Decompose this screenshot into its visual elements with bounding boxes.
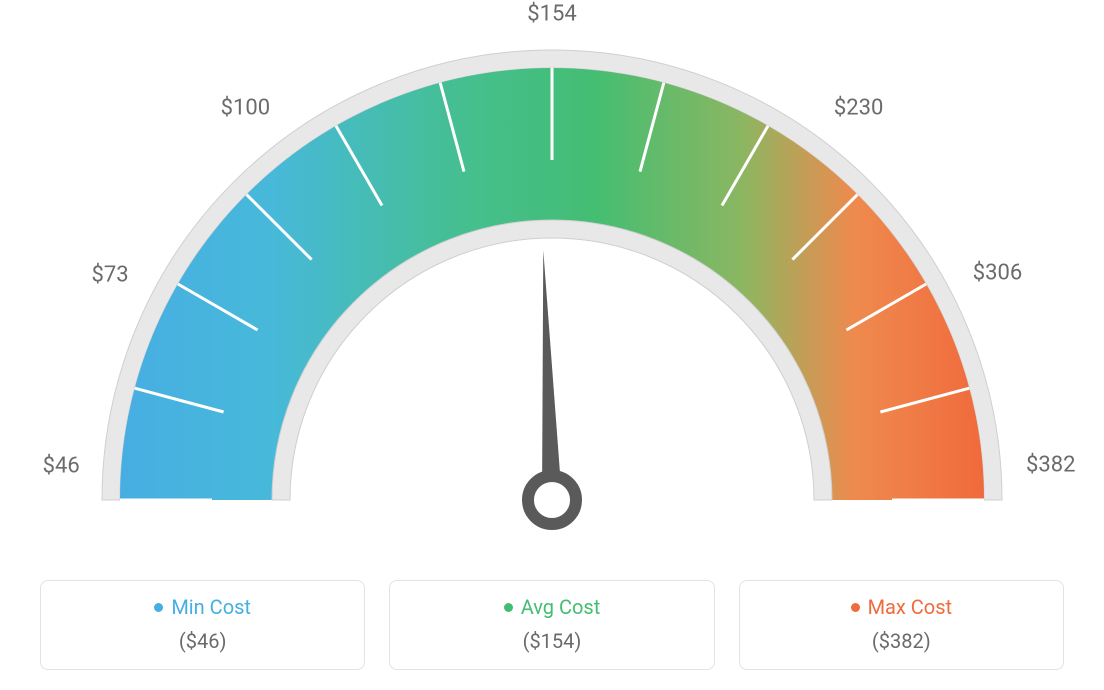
legend-max-card: Max Cost ($382) (739, 580, 1064, 670)
chart-container: $46 $73 $100 $154 $230 $306 $382 Min Cost ($46… (0, 0, 1104, 690)
legend-avg-title: Avg Cost (504, 595, 601, 619)
dot-icon (504, 603, 513, 612)
gauge-tick-label: $100 (221, 95, 270, 120)
legend-min-title: Min Cost (154, 595, 251, 619)
gauge-tick-label: $46 (43, 453, 80, 478)
legend-max-label: Max Cost (868, 595, 953, 619)
dot-icon (154, 603, 163, 612)
legend-max-value: ($382) (750, 629, 1053, 653)
gauge-tick-label: $230 (834, 95, 883, 120)
legend-avg-label: Avg Cost (521, 595, 601, 619)
gauge: $46 $73 $100 $154 $230 $306 $382 (0, 0, 1104, 560)
gauge-tick-label: $306 (973, 261, 1022, 286)
gauge-tick-label: $73 (92, 262, 129, 287)
gauge-tick-label: $382 (1026, 453, 1075, 478)
legend-max-title: Max Cost (851, 595, 953, 619)
gauge-tick-label: $154 (527, 2, 576, 27)
dot-icon (851, 603, 860, 612)
legend-avg-card: Avg Cost ($154) (389, 580, 714, 670)
legend-min-value: ($46) (51, 629, 354, 653)
legend-min-card: Min Cost ($46) (40, 580, 365, 670)
legend-avg-value: ($154) (400, 629, 703, 653)
legend-row: Min Cost ($46) Avg Cost ($154) Max Cost … (40, 580, 1064, 670)
legend-min-label: Min Cost (171, 595, 251, 619)
